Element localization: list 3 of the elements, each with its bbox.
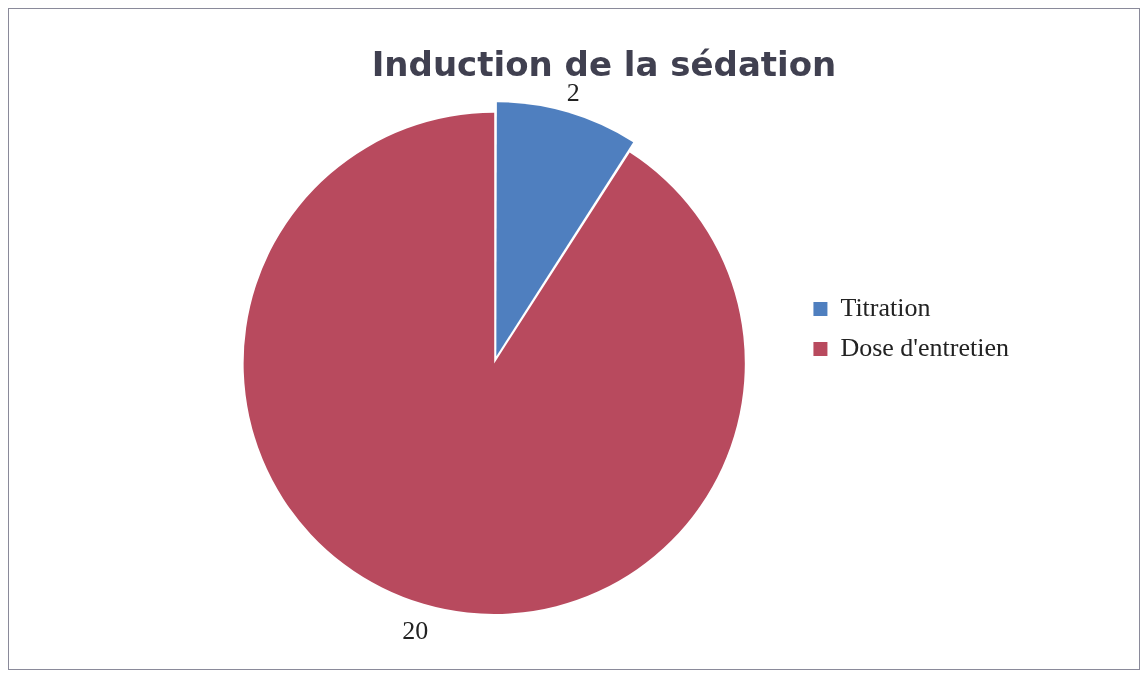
data-label: 20 <box>402 616 429 646</box>
legend-label: Titration <box>840 292 931 322</box>
legend-label: Dose d'entretien <box>840 332 1010 362</box>
